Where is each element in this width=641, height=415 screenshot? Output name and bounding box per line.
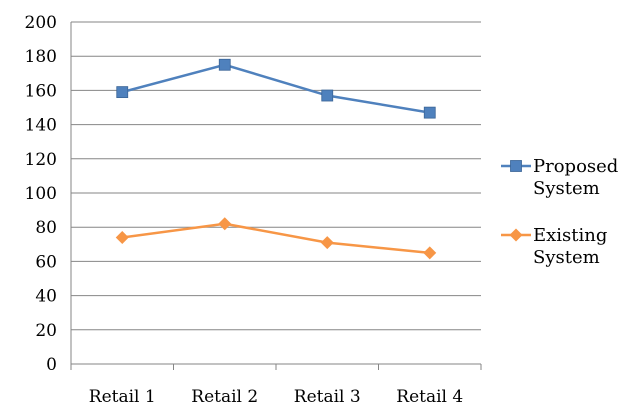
y-tick-label: 120	[25, 150, 57, 170]
data-point	[320, 236, 334, 250]
series-line	[122, 222, 430, 255]
legend-marker	[510, 160, 522, 172]
legend-label: System	[533, 178, 600, 199]
y-tick-label: 160	[25, 81, 57, 101]
legend-marker	[509, 228, 523, 242]
data-point	[423, 246, 437, 260]
data-point	[218, 58, 231, 71]
data-point	[116, 86, 129, 99]
data-point	[423, 106, 436, 119]
y-tick-label: 140	[25, 116, 57, 136]
y-axis-tick-labels: 0 20 40 60 80 100 120 140 160 180 200	[25, 13, 57, 375]
series-0	[116, 58, 436, 119]
y-tick-label: 0	[46, 355, 57, 375]
y-tick-label: 100	[25, 184, 57, 204]
gridlines	[71, 21, 481, 331]
series-layer	[115, 58, 437, 260]
x-tick-label: Retail 2	[191, 387, 258, 407]
data-point	[115, 230, 129, 244]
y-tick-label: 80	[35, 218, 57, 238]
y-tick-label: 200	[25, 13, 57, 33]
legend-label: System	[533, 247, 600, 268]
y-tick-label: 180	[25, 47, 57, 67]
series-1	[115, 217, 437, 260]
y-tick-label: 60	[35, 252, 57, 272]
data-point	[218, 217, 232, 231]
x-tick-label: Retail 4	[396, 387, 463, 407]
legend-label: Proposed	[533, 156, 618, 177]
y-tick-label: 40	[35, 287, 57, 307]
series-line	[121, 63, 430, 114]
x-tick-label: Retail 1	[89, 387, 156, 407]
data-point	[321, 89, 334, 102]
y-tick-label: 20	[35, 321, 57, 341]
x-tick-label: Retail 3	[294, 387, 361, 407]
x-axis: Retail 1 Retail 2 Retail 3 Retail 4	[70, 22, 482, 407]
legend-label: Existing	[533, 225, 607, 246]
